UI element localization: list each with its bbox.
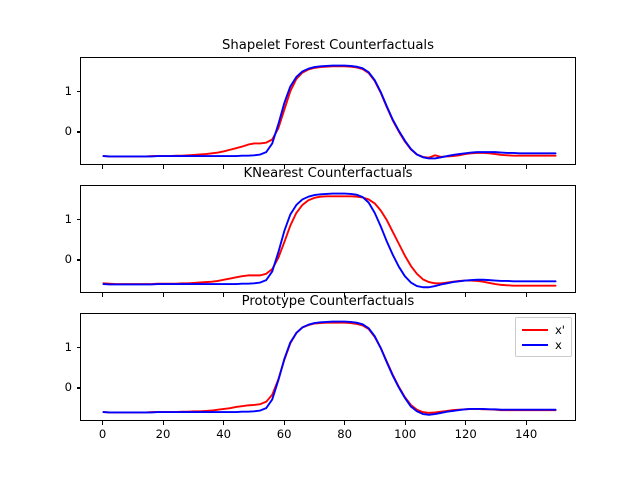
legend-label: x xyxy=(554,337,562,352)
x-tick-label: 80 xyxy=(337,427,353,441)
series-canvas xyxy=(81,314,575,420)
subplot-title: Prototype Counterfactuals xyxy=(241,294,415,309)
y-tick-label: 0 xyxy=(64,124,72,139)
subplot-title: Shapelet Forest Counterfactuals xyxy=(222,38,434,53)
subplot-title: KNearest Counterfactuals xyxy=(243,166,413,181)
x-tick-mark xyxy=(404,293,406,297)
x-tick-mark xyxy=(344,293,346,297)
y-tick-mark xyxy=(76,347,80,349)
x-tick-mark xyxy=(283,165,285,169)
plot-area xyxy=(80,57,576,165)
y-tick-label: 1 xyxy=(64,84,72,99)
y-tick-mark xyxy=(76,91,80,93)
x-tick-mark xyxy=(465,165,467,169)
x-tick-mark xyxy=(344,421,346,425)
x-tick-mark xyxy=(283,293,285,297)
x-tick-label: 60 xyxy=(276,427,292,441)
legend-item: x' xyxy=(521,322,565,337)
series-canvas xyxy=(81,58,575,164)
line-series-counterfactual xyxy=(103,66,555,157)
x-tick-mark xyxy=(162,165,164,169)
y-tick-label: 0 xyxy=(64,252,72,267)
plot-area xyxy=(80,185,576,293)
x-tick-mark xyxy=(525,293,527,297)
y-tick-label: 1 xyxy=(64,212,72,227)
series-canvas xyxy=(81,186,575,292)
y-tick-mark xyxy=(76,387,80,389)
legend-item: x xyxy=(521,337,565,352)
x-tick-mark xyxy=(102,421,104,425)
x-tick-mark xyxy=(404,165,406,169)
x-tick-mark xyxy=(162,293,164,297)
x-tick-mark xyxy=(223,421,225,425)
x-tick-mark xyxy=(525,421,527,425)
legend-label: x' xyxy=(554,322,565,337)
line-series-original xyxy=(103,66,555,159)
y-tick-mark xyxy=(76,219,80,221)
x-tick-mark xyxy=(525,165,527,169)
x-tick-mark xyxy=(223,165,225,169)
x-tick-mark xyxy=(404,421,406,425)
x-tick-mark xyxy=(465,421,467,425)
x-tick-label: 40 xyxy=(216,427,231,441)
legend-line-swatch-icon xyxy=(521,343,548,346)
x-tick-mark xyxy=(344,165,346,169)
line-series-counterfactual xyxy=(103,196,555,285)
x-tick-label: 0 xyxy=(98,427,107,441)
x-tick-label: 100 xyxy=(394,427,417,441)
legend-line-swatch-icon xyxy=(521,328,548,331)
y-tick-label: 1 xyxy=(64,340,72,355)
line-series-original xyxy=(103,322,555,415)
plot-area xyxy=(80,313,576,421)
x-tick-mark xyxy=(102,165,104,169)
x-tick-mark xyxy=(162,421,164,425)
y-tick-mark xyxy=(76,131,80,133)
x-tick-mark xyxy=(102,293,104,297)
x-tick-label: 20 xyxy=(155,427,171,441)
legend[interactable]: x' x xyxy=(514,317,572,357)
y-tick-label: 0 xyxy=(64,380,72,395)
line-series-original xyxy=(103,194,555,288)
x-tick-mark xyxy=(465,293,467,297)
x-tick-mark xyxy=(223,293,225,297)
x-tick-label: 120 xyxy=(454,427,477,441)
y-tick-mark xyxy=(76,259,80,261)
line-series-counterfactual xyxy=(103,323,555,413)
x-tick-label: 140 xyxy=(515,427,538,441)
x-tick-mark xyxy=(283,421,285,425)
